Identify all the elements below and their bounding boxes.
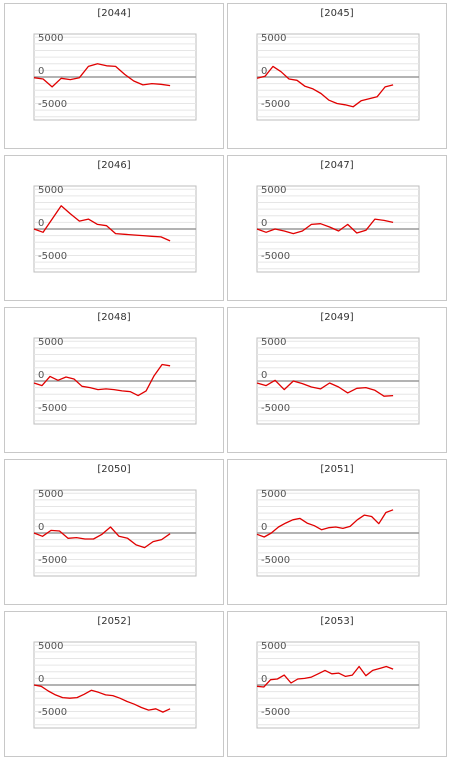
y-tick-label: 5000 — [261, 641, 286, 652]
y-tick-label: -5000 — [38, 251, 67, 262]
y-tick-label: -5000 — [261, 707, 290, 718]
chart-title: [2052] — [97, 616, 131, 627]
line-chart: 5000 0 -5000 — [33, 337, 197, 425]
y-tick-label: 0 — [38, 370, 44, 381]
chart-title: [2046] — [97, 160, 131, 171]
series-line — [256, 509, 394, 538]
chart-panel: [2044] 5000 0 -5000 — [4, 3, 224, 149]
line-chart: 5000 0 -5000 — [256, 337, 420, 425]
y-tick-label: 0 — [38, 674, 44, 685]
series-line — [33, 526, 171, 549]
series-line — [256, 218, 394, 235]
y-tick-label: -5000 — [38, 99, 67, 110]
series-line — [256, 379, 394, 397]
y-tick-label: -5000 — [261, 403, 290, 414]
line-chart: 5000 0 -5000 — [256, 489, 420, 577]
chart-title: [2051] — [320, 464, 354, 475]
chart-panel: [2045] 5000 0 -5000 — [227, 3, 447, 149]
y-tick-label: 0 — [38, 218, 44, 229]
y-tick-label: 5000 — [38, 33, 63, 44]
y-tick-label: 0 — [261, 674, 267, 685]
chart-title: [2050] — [97, 464, 131, 475]
chart-title: [2044] — [97, 8, 131, 19]
y-tick-label: 0 — [38, 522, 44, 533]
y-tick-label: 0 — [261, 218, 267, 229]
y-tick-label: 0 — [261, 522, 267, 533]
chart-panel: [2049] 5000 0 -5000 — [227, 307, 447, 453]
y-tick-label: -5000 — [38, 707, 67, 718]
chart-panel: [2046] 5000 0 -5000 — [4, 155, 224, 301]
y-tick-label: 5000 — [261, 33, 286, 44]
chart-panel: [2047] 5000 0 -5000 — [227, 155, 447, 301]
y-tick-label: 0 — [261, 370, 267, 381]
chart-panel: [2052] 5000 0 -5000 — [4, 611, 224, 757]
y-tick-label: -5000 — [38, 403, 67, 414]
y-tick-label: 5000 — [261, 185, 286, 196]
y-tick-label: -5000 — [38, 555, 67, 566]
chart-title: [2047] — [320, 160, 354, 171]
series-line — [33, 684, 171, 713]
line-chart: 5000 0 -5000 — [33, 33, 197, 121]
series-line — [33, 63, 171, 88]
y-tick-label: 5000 — [38, 337, 63, 348]
series-line — [256, 65, 394, 108]
y-tick-label: -5000 — [261, 555, 290, 566]
chart-title: [2045] — [320, 8, 354, 19]
line-chart: 5000 0 -5000 — [33, 641, 197, 729]
chart-title: [2049] — [320, 312, 354, 323]
y-tick-label: 0 — [38, 66, 44, 77]
y-tick-label: 5000 — [38, 185, 63, 196]
series-line — [33, 205, 171, 242]
chart-title: [2048] — [97, 312, 131, 323]
chart-panel: [2053] 5000 0 -5000 — [227, 611, 447, 757]
y-tick-label: 5000 — [38, 489, 63, 500]
chart-panel: [2050] 5000 0 -5000 — [4, 459, 224, 605]
y-tick-label: 5000 — [38, 641, 63, 652]
line-chart: 5000 0 -5000 — [33, 185, 197, 273]
chart-title: [2053] — [320, 616, 354, 627]
chart-panel: [2051] 5000 0 -5000 — [227, 459, 447, 605]
series-line — [33, 363, 171, 397]
y-tick-label: 5000 — [261, 489, 286, 500]
line-chart: 5000 0 -5000 — [256, 33, 420, 121]
line-chart: 5000 0 -5000 — [256, 185, 420, 273]
y-tick-label: 5000 — [261, 337, 286, 348]
y-tick-label: -5000 — [261, 99, 290, 110]
y-tick-label: -5000 — [261, 251, 290, 262]
line-chart: 5000 0 -5000 — [256, 641, 420, 729]
y-tick-label: 0 — [261, 66, 267, 77]
line-chart: 5000 0 -5000 — [33, 489, 197, 577]
series-line — [256, 665, 394, 688]
chart-panel: [2048] 5000 0 -5000 — [4, 307, 224, 453]
